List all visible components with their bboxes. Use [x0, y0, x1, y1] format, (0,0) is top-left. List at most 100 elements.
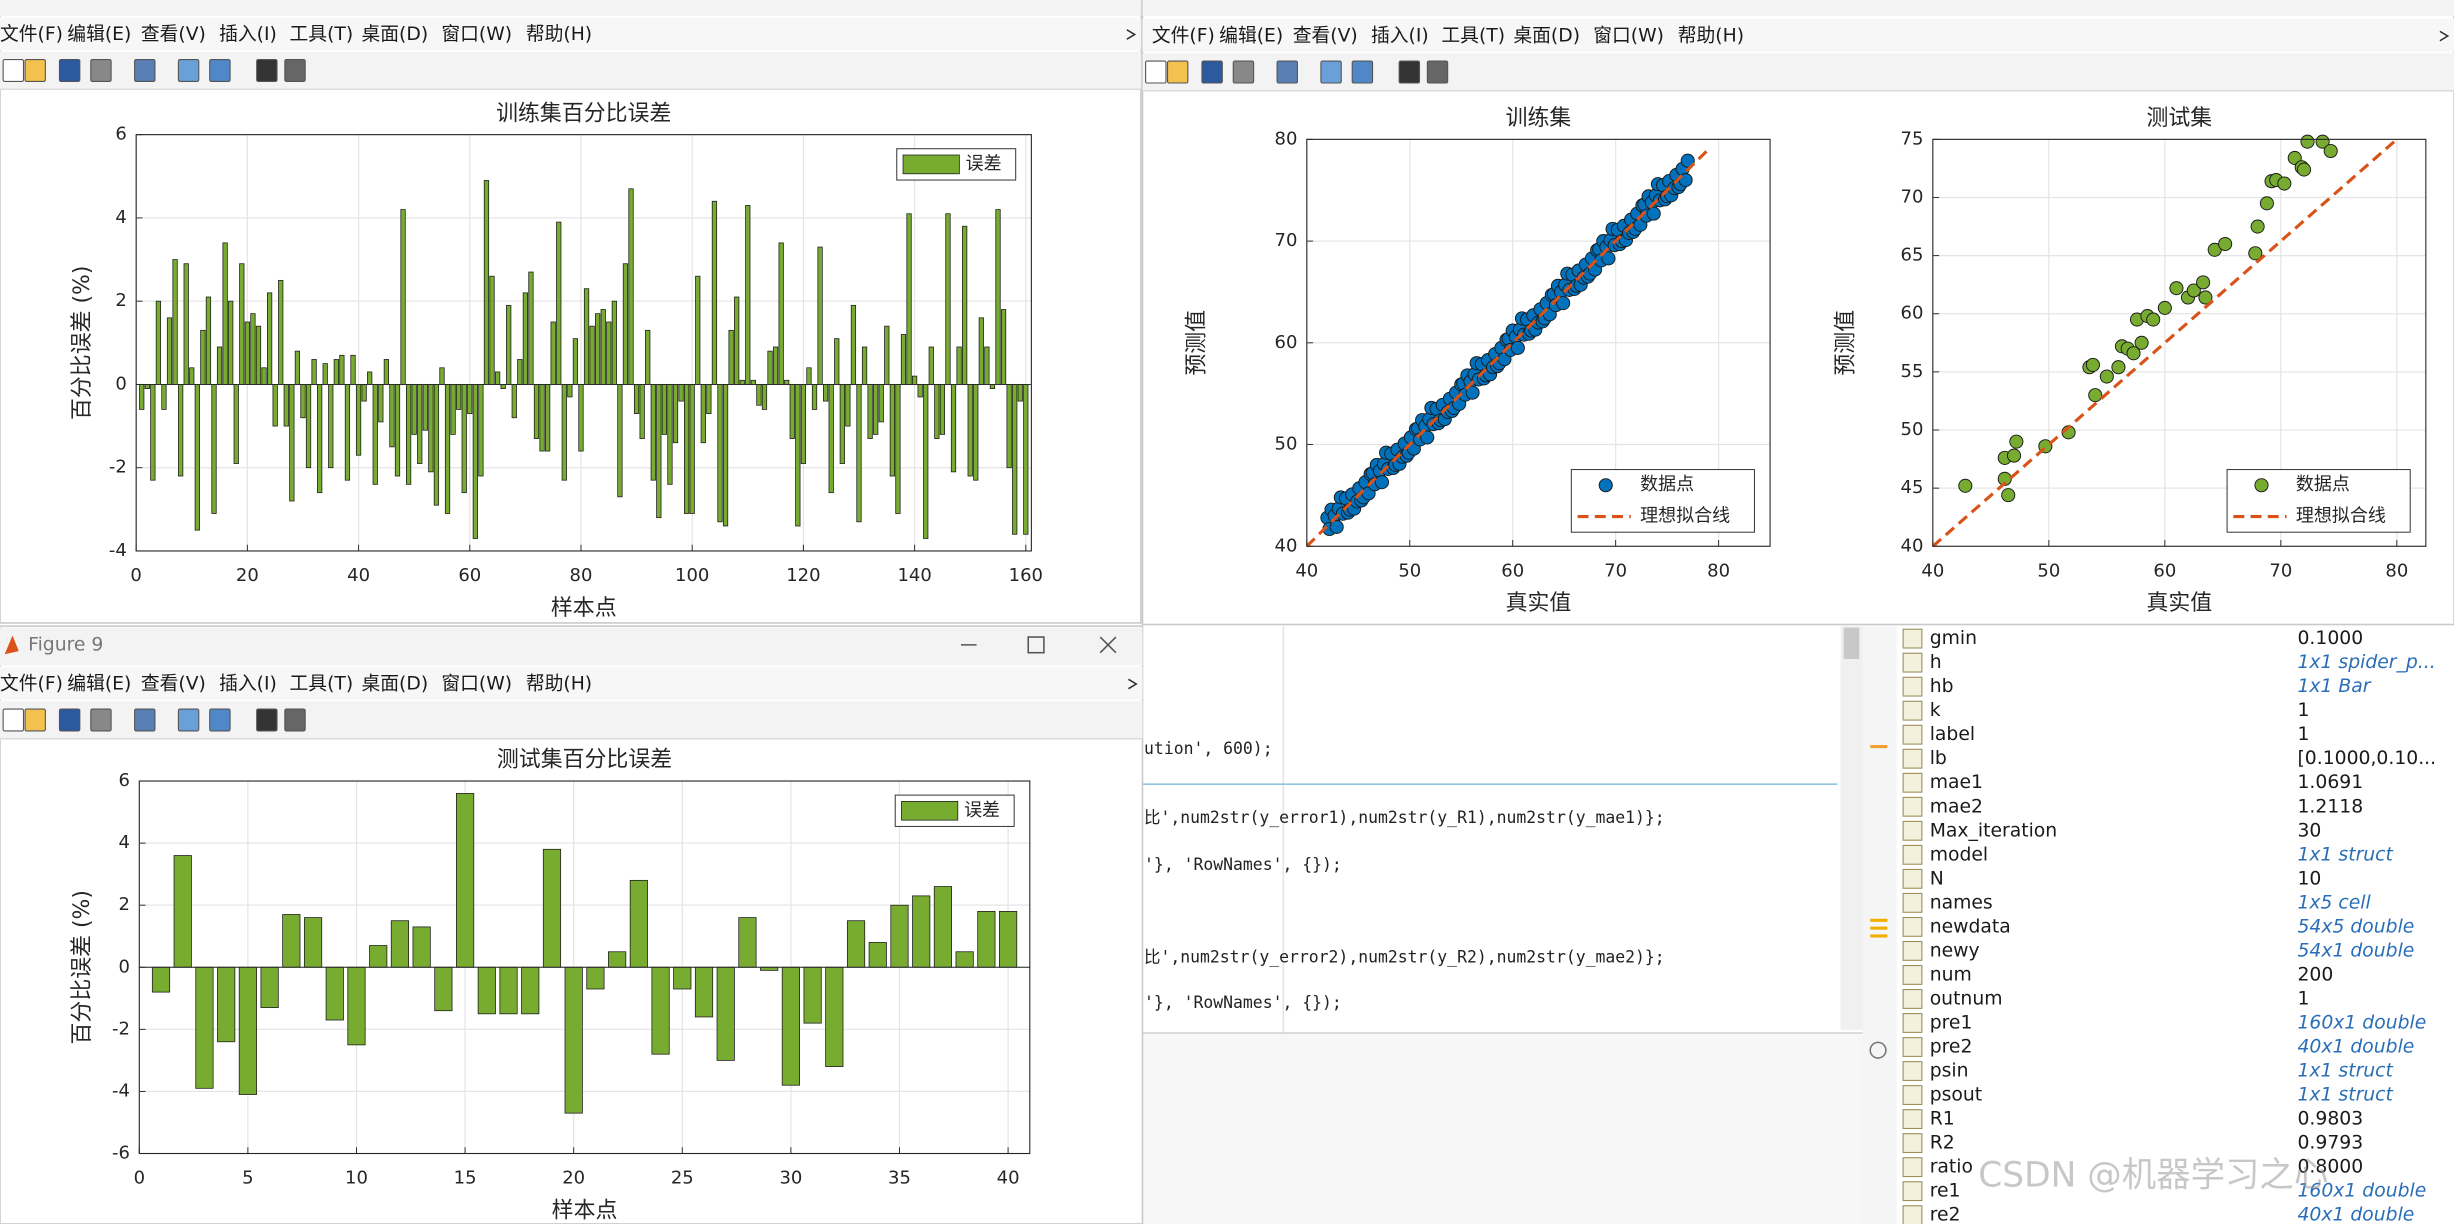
data-point — [2085, 357, 2100, 372]
menu-item[interactable]: 编辑(E) — [67, 23, 131, 45]
menu-bar — [0, 17, 1141, 51]
toolbar-button[interactable] — [134, 708, 156, 732]
toolbar-button[interactable] — [2, 58, 25, 82]
bar — [417, 384, 423, 464]
var-name[interactable]: label — [1930, 724, 1975, 745]
toolbar-button[interactable] — [1232, 60, 1255, 84]
toolbar-button[interactable] — [58, 708, 81, 732]
var-name[interactable]: pre2 — [1930, 1037, 1973, 1058]
menu-item[interactable]: 插入(I) — [1371, 25, 1429, 47]
toolbar-button[interactable] — [177, 708, 200, 732]
menu-item[interactable]: 查看(V) — [1293, 25, 1358, 47]
toolbar-button[interactable] — [1320, 60, 1342, 84]
bar — [617, 384, 623, 498]
var-name[interactable]: num — [1930, 964, 1972, 985]
var-value: 10 — [2297, 868, 2321, 889]
toolbar-button[interactable] — [284, 58, 306, 82]
menu-item[interactable]: 工具(T) — [1441, 26, 1505, 47]
menu-item[interactable]: 工具(T) — [290, 673, 354, 694]
toolbar-button[interactable] — [284, 708, 306, 732]
menu-item[interactable]: 插入(I) — [219, 672, 277, 694]
var-name[interactable]: k — [1930, 700, 1941, 721]
toolbar-button[interactable] — [134, 58, 156, 82]
menu-item[interactable]: 编辑(E) — [1219, 25, 1283, 47]
legend-label: 数据点 — [1640, 474, 1694, 495]
toolbar-button[interactable] — [1398, 60, 1421, 84]
legend-marker — [1598, 478, 1613, 493]
menu-item[interactable]: 桌面(D) — [362, 672, 429, 694]
menu-item[interactable]: 文件(F) — [1152, 25, 1215, 47]
toolbar-button[interactable] — [1201, 60, 1223, 84]
bar — [183, 263, 189, 385]
var-name[interactable]: re2 — [1930, 1205, 1961, 1224]
var-name[interactable]: N — [1930, 868, 1944, 889]
bar — [355, 384, 362, 456]
toolbar-button[interactable] — [58, 58, 81, 82]
var-name[interactable]: model — [1930, 844, 1988, 865]
bar — [499, 966, 518, 1015]
toolbar-button[interactable] — [1426, 60, 1449, 84]
menu-item[interactable]: 文件(F) — [0, 672, 63, 694]
var-name[interactable]: mae1 — [1930, 772, 1983, 793]
scroll-thumb[interactable] — [1843, 627, 1860, 659]
var-name[interactable]: gmin — [1930, 628, 1977, 649]
marker — [1870, 926, 1888, 930]
marker — [1870, 934, 1888, 938]
toolbar-button[interactable] — [24, 58, 46, 82]
var-name[interactable]: pre1 — [1930, 1012, 1973, 1033]
menu-item[interactable]: 查看(V) — [141, 23, 206, 45]
toolbar-button[interactable] — [1145, 60, 1167, 84]
y-tick-label: 65 — [1901, 245, 1924, 266]
menu-item[interactable]: 桌面(D) — [1513, 25, 1580, 47]
toolbar-button[interactable] — [1351, 60, 1374, 84]
menu-item[interactable]: 查看(V) — [141, 672, 206, 694]
var-name[interactable]: newdata — [1930, 916, 2011, 937]
scrollbar — [1840, 626, 1863, 1030]
bar — [928, 346, 934, 385]
toolbar-button[interactable] — [90, 708, 112, 732]
toolbar-button[interactable] — [209, 58, 231, 82]
toolbar-button[interactable] — [2, 708, 25, 732]
panel-button[interactable] — [1869, 1041, 1887, 1059]
var-name[interactable]: psout — [1930, 1085, 1982, 1106]
var-name[interactable]: hb — [1930, 676, 1954, 697]
maximize-button[interactable] — [1027, 636, 1045, 654]
var-name[interactable]: Max_iteration — [1930, 820, 2057, 841]
menu-item[interactable]: 帮助(H) — [526, 23, 592, 45]
var-name[interactable]: outnum — [1930, 988, 2003, 1009]
menu-item[interactable]: 窗口(W) — [1593, 25, 1664, 47]
toolbar-button[interactable] — [24, 708, 46, 732]
menu-item[interactable]: 文件(F) — [0, 23, 63, 45]
toolbar-button[interactable] — [177, 58, 200, 82]
var-name[interactable]: lb — [1930, 748, 1947, 769]
menu-item[interactable]: 桌面(D) — [362, 23, 429, 45]
menu-item[interactable]: 帮助(H) — [1678, 25, 1744, 47]
toolbar-button[interactable] — [256, 708, 278, 732]
editor-lower — [1142, 1032, 1897, 1224]
menu-item[interactable]: 工具(T) — [290, 24, 354, 45]
var-name[interactable]: mae2 — [1930, 796, 1983, 817]
var-name[interactable]: psin — [1930, 1061, 1969, 1082]
toolbar-button[interactable] — [256, 58, 278, 82]
axes-box — [138, 780, 1031, 1155]
bar — [489, 275, 495, 385]
menu-item[interactable]: 窗口(W) — [441, 23, 512, 45]
menu-item[interactable]: 窗口(W) — [441, 672, 512, 694]
var-name[interactable]: R1 — [1930, 1109, 1955, 1130]
toolbar-button[interactable] — [1166, 60, 1189, 84]
bar — [250, 313, 256, 385]
close-button[interactable] — [1099, 636, 1117, 654]
toolbar-button[interactable] — [209, 708, 231, 732]
var-name[interactable]: names — [1930, 892, 1993, 913]
var-name[interactable]: newy — [1930, 940, 1980, 961]
menu-item[interactable]: 插入(I) — [219, 23, 277, 45]
var-name[interactable]: R2 — [1930, 1133, 1955, 1154]
menu-item[interactable]: 编辑(E) — [67, 672, 131, 694]
toolbar-button[interactable] — [1276, 60, 1298, 84]
var-name[interactable]: re1 — [1930, 1181, 1961, 1202]
menu-item[interactable]: 帮助(H) — [526, 672, 592, 694]
data-point — [1601, 251, 1616, 266]
toolbar-button[interactable] — [90, 58, 112, 82]
var-name[interactable]: ratio — [1930, 1157, 1973, 1178]
var-name[interactable]: h — [1930, 652, 1942, 673]
